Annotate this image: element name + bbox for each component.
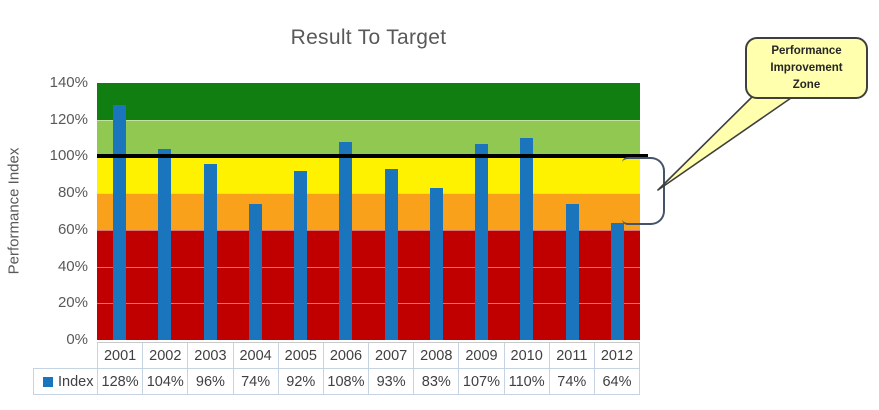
x-label-2009: 2009: [458, 343, 503, 368]
gridline-80: [97, 193, 640, 195]
bar-2011: [565, 204, 579, 340]
bar-2007: [384, 169, 398, 340]
bar-2002: [158, 149, 172, 340]
chart-title: Result To Target: [290, 26, 447, 49]
y-tick-0%: 0%: [66, 331, 88, 348]
zone-60-80: [97, 193, 640, 230]
bar-2012: [610, 222, 624, 340]
y-tick-140%: 140%: [49, 74, 88, 91]
zone-0-60: [97, 229, 640, 340]
gridline-20: [97, 303, 640, 305]
x-label-2001: 2001: [97, 343, 142, 368]
callout-line-2: Improvement: [770, 61, 843, 74]
table-value-2009: 107%: [458, 369, 503, 394]
callout-bubble: Performance Improvement Zone: [745, 37, 868, 99]
table-value-2003: 96%: [187, 369, 232, 394]
callout-line-3: Zone: [792, 78, 821, 91]
y-tick-40%: 40%: [57, 257, 88, 275]
gridline-60: [97, 229, 640, 231]
x-axis-category-row: 2001 2002 2003 2004 2005 2006 2007 2008 2009 2010…: [33, 343, 641, 368]
bar-2006: [339, 141, 353, 340]
data-table-row: Index 128% 104% 96% 74% 92% 108% 93% 83% 107% 110…: [33, 368, 641, 395]
x-label-2010: 2010: [503, 343, 549, 368]
table-value-2007: 93%: [368, 369, 413, 394]
x-axis-line: [97, 342, 640, 343]
y-tick-120%: 120%: [49, 110, 88, 128]
x-label-2006: 2006: [322, 343, 368, 368]
x-label-2011: 2011: [548, 343, 594, 368]
legend-marker-icon: [43, 376, 53, 387]
table-value-2005: 92%: [277, 369, 323, 394]
bar-2004: [248, 204, 262, 340]
y-tick-80%: 80%: [57, 184, 88, 202]
y-tick-60%: 60%: [57, 220, 88, 238]
zone-80-100: [97, 156, 640, 194]
gridline-40: [97, 266, 640, 268]
table-value-2001: 128%: [97, 369, 142, 394]
bar-2005: [294, 171, 308, 340]
plot-area: [97, 83, 640, 340]
bar-2001: [113, 105, 127, 340]
y-axis-title: Performance Index: [5, 147, 23, 275]
bar-2008: [429, 187, 443, 340]
x-label-2012: 2012: [593, 343, 641, 368]
bar-2010: [520, 138, 534, 340]
x-label-2002: 2002: [142, 343, 187, 368]
y-tick-100%: 100%: [49, 147, 88, 165]
y-tick-20%: 20%: [57, 294, 88, 312]
x-label-2004: 2004: [232, 343, 278, 368]
table-value-2011: 74%: [548, 369, 594, 394]
legend-label: Index: [58, 373, 94, 390]
x-label-2005: 2005: [277, 343, 323, 368]
improvement-zone-bracket: [622, 157, 665, 225]
bar-2003: [203, 163, 217, 340]
zone-100-120: [97, 119, 640, 157]
x-label-2008: 2008: [413, 343, 458, 368]
bar-2009: [475, 143, 489, 340]
callout-line-1: Performance: [771, 44, 842, 57]
table-value-2006: 108%: [322, 369, 368, 394]
table-value-2002: 104%: [142, 369, 187, 394]
x-label-2003: 2003: [187, 343, 232, 368]
target-line-100pct: [97, 154, 648, 159]
table-value-2010: 110%: [503, 369, 549, 394]
table-value-2008: 83%: [413, 369, 458, 394]
zone-120-140: [97, 83, 640, 120]
gridline-120: [97, 119, 640, 121]
legend-cell: Index: [33, 369, 97, 394]
table-value-2004: 74%: [232, 369, 278, 394]
x-label-2007: 2007: [368, 343, 413, 368]
category-row-spacer: [33, 343, 97, 368]
table-value-2012: 64%: [593, 369, 641, 394]
